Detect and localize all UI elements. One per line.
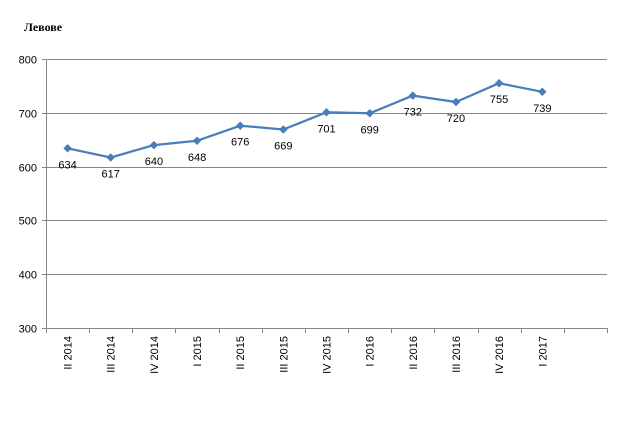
data-labels: 634 617 640 648 676 669 701 699 732 720 755 739 [58, 94, 551, 180]
x-tick-label: II 2014 [63, 336, 75, 370]
tick-labels: 300 400 500 600 700 800 II 2014 III 2014 IV 2014… [19, 55, 550, 374]
y-tick-label: 600 [19, 163, 37, 175]
data-label: 701 [317, 123, 335, 135]
data-point [192, 136, 202, 146]
x-tick-label: I 2016 [365, 336, 377, 367]
x-tick-label: IV 2014 [149, 336, 161, 374]
data-point [537, 87, 547, 97]
data-label: 634 [58, 159, 76, 171]
x-tick-label: IV 2015 [322, 336, 334, 374]
axes [42, 59, 608, 333]
data-label: 732 [404, 107, 422, 119]
data-point [149, 140, 159, 150]
data-point [235, 121, 245, 131]
x-tick-label: III 2015 [278, 336, 290, 373]
data-label: 617 [102, 168, 120, 180]
y-tick-label: 400 [19, 270, 37, 282]
data-point [63, 143, 72, 153]
y-tick-label: 500 [19, 216, 37, 228]
y-tick-label: 800 [19, 55, 37, 67]
y-axis-title: Левове [24, 20, 63, 34]
y-tick-label: 300 [19, 324, 37, 336]
data-point [451, 97, 461, 107]
grid-lines [46, 59, 607, 275]
x-tick-label: IV 2016 [494, 336, 506, 374]
x-tick-label: I 2015 [192, 336, 204, 367]
x-tick-label: II 2016 [408, 336, 420, 370]
x-tick-label: II 2015 [235, 336, 247, 370]
data-point [494, 78, 504, 88]
data-label: 720 [447, 113, 465, 125]
data-point [408, 91, 418, 100]
data-point [365, 108, 375, 118]
x-tick-label: III 2016 [451, 336, 463, 373]
y-tick-label: 700 [19, 109, 37, 121]
data-point [106, 153, 116, 162]
data-point [322, 107, 331, 117]
data-label: 676 [231, 137, 249, 149]
data-label: 755 [490, 94, 508, 106]
data-point [278, 125, 288, 134]
data-label: 699 [360, 124, 378, 136]
data-label: 648 [188, 152, 206, 164]
series [63, 78, 547, 162]
x-tick-label: III 2014 [106, 336, 118, 373]
series-line [67, 82, 543, 159]
data-label: 669 [274, 140, 292, 152]
data-label: 640 [145, 156, 163, 168]
x-tick-label: I 2017 [537, 336, 549, 367]
data-label: 739 [533, 103, 551, 115]
